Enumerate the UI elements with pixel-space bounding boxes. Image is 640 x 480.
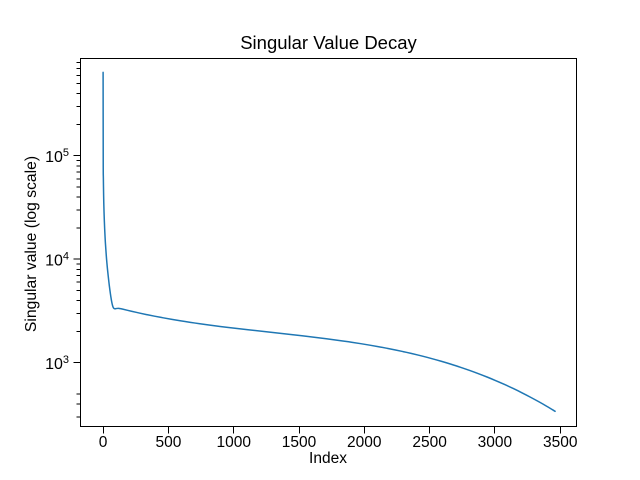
svg-text:104: 104 [45, 251, 69, 270]
svg-text:3500: 3500 [543, 434, 578, 451]
svg-text:1000: 1000 [216, 434, 251, 451]
svg-text:103: 103 [45, 354, 69, 373]
svg-text:Singular value (log scale): Singular value (log scale) [23, 156, 40, 332]
svg-text:Singular Value Decay: Singular Value Decay [240, 32, 417, 53]
svg-text:2500: 2500 [412, 434, 447, 451]
svg-text:0: 0 [99, 434, 108, 451]
svg-text:500: 500 [155, 434, 181, 451]
svg-text:Index: Index [309, 450, 347, 467]
svg-text:1500: 1500 [282, 434, 317, 451]
svg-text:2000: 2000 [347, 434, 382, 451]
svg-text:105: 105 [45, 147, 69, 166]
svg-text:3000: 3000 [478, 434, 513, 451]
